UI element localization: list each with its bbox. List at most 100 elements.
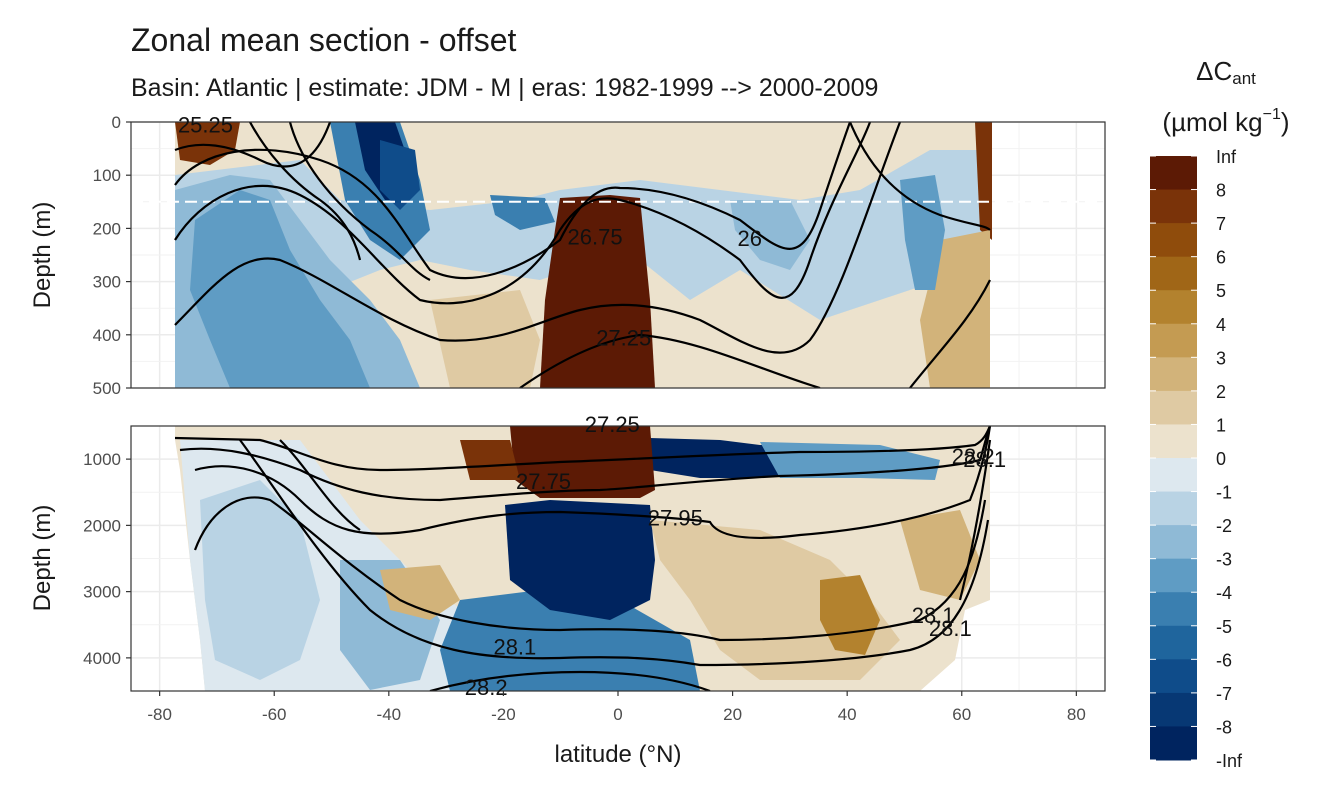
lower-isopycnal-2 [179, 426, 992, 502]
legend-label: -7 [1216, 684, 1232, 704]
legend-label: -8 [1216, 717, 1232, 737]
legend-label: 3 [1216, 348, 1226, 368]
x-tick-label: 20 [723, 705, 742, 724]
upper-blob-blue-west-dark [190, 190, 370, 388]
legend-swatch [1150, 726, 1197, 761]
upper-isopycnal-4 [519, 333, 821, 388]
lower-isopycnal-3 [194, 426, 992, 539]
contour-label: 28.1 [493, 635, 536, 660]
upper-panel: 0 100 200 300 400 500 [93, 113, 1106, 398]
legend-swatch [1150, 458, 1197, 493]
lower-y-axis: 1000 2000 3000 4000 [83, 450, 131, 668]
y-tick-label: 3000 [83, 583, 121, 602]
legend-swatch [1150, 256, 1197, 291]
lower-blob-tan-mid [380, 565, 460, 620]
y-tick-label: 0 [112, 113, 121, 132]
lower-panel: 1000 2000 3000 4000 [83, 425, 1106, 692]
lower-blob-tan-east [900, 510, 980, 600]
upper-blob-blue-deep2 [380, 140, 420, 210]
lower-blob-navy-mid [505, 500, 655, 620]
legend-label: 7 [1216, 214, 1226, 234]
lower-contours [174, 426, 992, 691]
chart-title: Zonal mean section - offset [131, 22, 517, 58]
upper-contours [174, 122, 991, 388]
upper-blob-blue-east [900, 175, 945, 290]
upper-isopycnal-6 [288, 122, 431, 281]
legend-label: -3 [1216, 550, 1232, 570]
x-axis: -80 -60 -40 -20 0 20 40 60 80 [147, 691, 1086, 724]
lower-isopycnal-4 [193, 496, 987, 642]
upper-blob-brown-equator [540, 195, 655, 388]
legend-swatch [1150, 156, 1197, 191]
lower-isopycnal-7 [279, 439, 361, 531]
legend-swatch [1150, 558, 1197, 593]
lower-blob-blue-deep [440, 590, 700, 691]
x-tick-label: -40 [377, 705, 402, 724]
upper-blob-brown-east [975, 122, 992, 240]
upper-y-axis: 0 100 200 300 400 500 [93, 113, 131, 398]
legend-label: -2 [1216, 516, 1232, 536]
chart-subtitle: Basin: Atlantic | estimate: JDM - M | er… [131, 74, 879, 102]
x-tick-label: 0 [613, 705, 622, 724]
legend-swatch [1150, 390, 1197, 425]
lower-field [175, 426, 990, 691]
y-tick-label: 400 [93, 326, 121, 345]
lower-isopycnal-5 [239, 439, 990, 667]
y-axis-title-upper: Depth (m) [29, 202, 56, 309]
upper-blob-blue-equator [490, 195, 555, 230]
upper-panel-border [130, 121, 1106, 389]
x-axis-title: latitude (°N) [555, 741, 682, 768]
upper-isopycnal-7 [249, 122, 362, 261]
x-tick-label: -20 [491, 705, 516, 724]
legend-swatch [1150, 491, 1197, 526]
legend-swatch [1150, 625, 1197, 660]
y-tick-label: 500 [93, 379, 121, 398]
upper-isopycnal-3 [174, 122, 902, 354]
legend-swatch [1150, 692, 1197, 727]
x-tick-label: 40 [838, 705, 857, 724]
legend-swatch [1150, 323, 1197, 358]
legend-label: -Inf [1216, 751, 1243, 771]
legend-title: ΔCant [1196, 56, 1256, 88]
legend-label: 4 [1216, 315, 1226, 335]
legend-label: -5 [1216, 617, 1232, 637]
legend-label: 6 [1216, 248, 1226, 268]
contour-label: 27.25 [596, 325, 651, 350]
y-tick-label: 200 [93, 219, 121, 238]
legend-swatch [1150, 659, 1197, 694]
legend-label: 2 [1216, 382, 1226, 402]
legend-colorbar [1150, 155, 1197, 761]
lower-isopycnal-6 [429, 670, 711, 691]
y-tick-label: 4000 [83, 649, 121, 668]
y-tick-label: 100 [93, 166, 121, 185]
contour-label: 28.2 [465, 675, 508, 700]
upper-isopycnal-2 [174, 122, 872, 305]
lower-isopycnal-1 [174, 426, 991, 472]
legend-label: 0 [1216, 449, 1226, 469]
y-tick-label: 2000 [83, 516, 121, 535]
legend-swatch [1150, 592, 1197, 627]
legend-label: -4 [1216, 583, 1232, 603]
contour-label: 28.1 [929, 616, 972, 641]
contour-label: 27.95 [648, 505, 703, 530]
legend-swatch [1150, 290, 1197, 325]
legend-swatch [1150, 525, 1197, 560]
legend-label: -1 [1216, 483, 1232, 503]
lower-blob-blue-south [200, 480, 320, 680]
contour-label: 27.25 [585, 412, 640, 437]
y-tick-label: 300 [93, 273, 121, 292]
upper-field [175, 122, 992, 388]
y-axis-title-lower: Depth (m) [29, 505, 56, 612]
legend-unit: (µmol kg−1) [1162, 106, 1289, 137]
upper-isopycnal-9 [909, 279, 991, 388]
legend-label: -6 [1216, 650, 1232, 670]
contour-label: 28.2 [952, 444, 995, 469]
upper-blob-blue-subtrop [730, 200, 810, 270]
x-tick-label: 80 [1067, 705, 1086, 724]
upper-isopycnal-8 [848, 122, 991, 231]
legend-labels: Inf 8 7 6 5 4 3 2 1 0 -1 -2 -3 -4 -5 -6 -7 -8 -Inf [1216, 147, 1243, 771]
upper-isopycnal-1 [174, 122, 852, 280]
contour-label: 26.75 [568, 224, 623, 249]
